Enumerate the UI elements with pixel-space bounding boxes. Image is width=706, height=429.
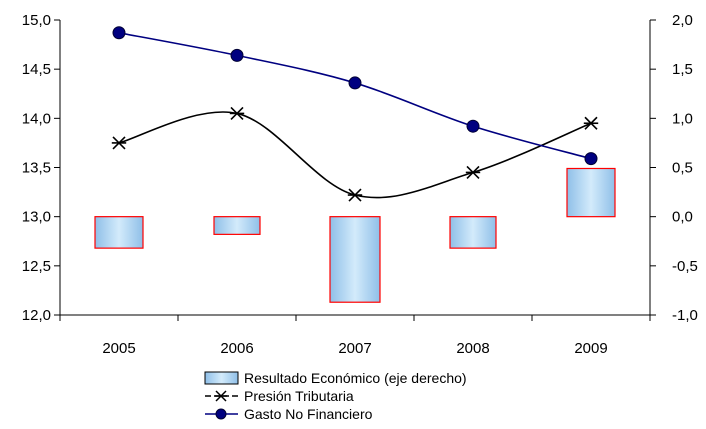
x-axis-tick-label: 2007	[338, 340, 371, 357]
presion-tributaria-point	[465, 165, 481, 179]
legend: Resultado Económico (eje derecho) Presión…	[204, 370, 467, 422]
left-axis-tick-label: 14,0	[22, 110, 51, 127]
x-axis-tick-label: 2009	[574, 340, 607, 357]
left-axis-tick-label: 13,0	[22, 209, 51, 226]
left-axis-tick-label: 14,5	[22, 61, 51, 78]
left-axis-tick-label: 13,5	[22, 160, 51, 177]
right-axis-tick-label: 1,0	[672, 110, 693, 127]
right-axis-tick-label: 0,5	[672, 160, 693, 177]
left-axis-tick-label: 12,5	[22, 258, 51, 275]
presion-tributaria-line	[118, 111, 592, 199]
right-axis-tick-label: -0,5	[672, 258, 698, 275]
right-axis-tick-label: -1,0	[672, 307, 698, 324]
gasto-no-financiero-point	[466, 119, 480, 133]
gasto-no-financiero-point	[348, 76, 362, 90]
gasto-no-financiero-point	[230, 48, 244, 62]
gasto-no-financiero-line	[118, 31, 592, 160]
legend-label-gasto: Gasto No Financiero	[244, 406, 373, 422]
right-axis-tick-label: 1,5	[672, 61, 693, 78]
gasto-no-financiero-point	[112, 26, 126, 40]
legend-swatch-gasto-marker	[215, 408, 227, 420]
bar	[449, 216, 497, 249]
right-axis-tick-label: 2,0	[672, 12, 693, 29]
left-axis-tick-label: 12,0	[22, 307, 51, 324]
line-series	[111, 26, 599, 202]
axes	[54, 19, 656, 321]
x-axis-tick-label: 2008	[456, 340, 489, 357]
presion-tributaria-point	[583, 116, 599, 130]
gasto-no-financiero-point	[584, 152, 598, 166]
bar	[213, 216, 261, 235]
legend-label-resultado: Resultado Económico (eje derecho)	[244, 370, 467, 386]
bar	[94, 216, 144, 249]
bar	[329, 216, 381, 303]
presion-tributaria-point	[111, 136, 127, 150]
legend-swatch-bar	[204, 371, 239, 385]
left-axis-tick-label: 15,0	[22, 12, 51, 29]
bar-series	[94, 167, 616, 303]
bar	[566, 167, 616, 218]
x-axis-tick-label: 2005	[102, 340, 135, 357]
tick-labels: 15,0 14,5 14,0 13,5 13,0 12,5 12,0 2,0 1,5 1,0 0,5…	[22, 12, 698, 357]
presion-tributaria-point	[229, 106, 245, 120]
presion-tributaria-point	[347, 188, 363, 202]
legend-label-presion: Presión Tributaria	[244, 388, 354, 404]
right-axis-tick-label: 0,0	[672, 209, 693, 226]
legend-swatch-presion-marker	[215, 390, 227, 402]
x-axis-tick-label: 2006	[220, 340, 253, 357]
